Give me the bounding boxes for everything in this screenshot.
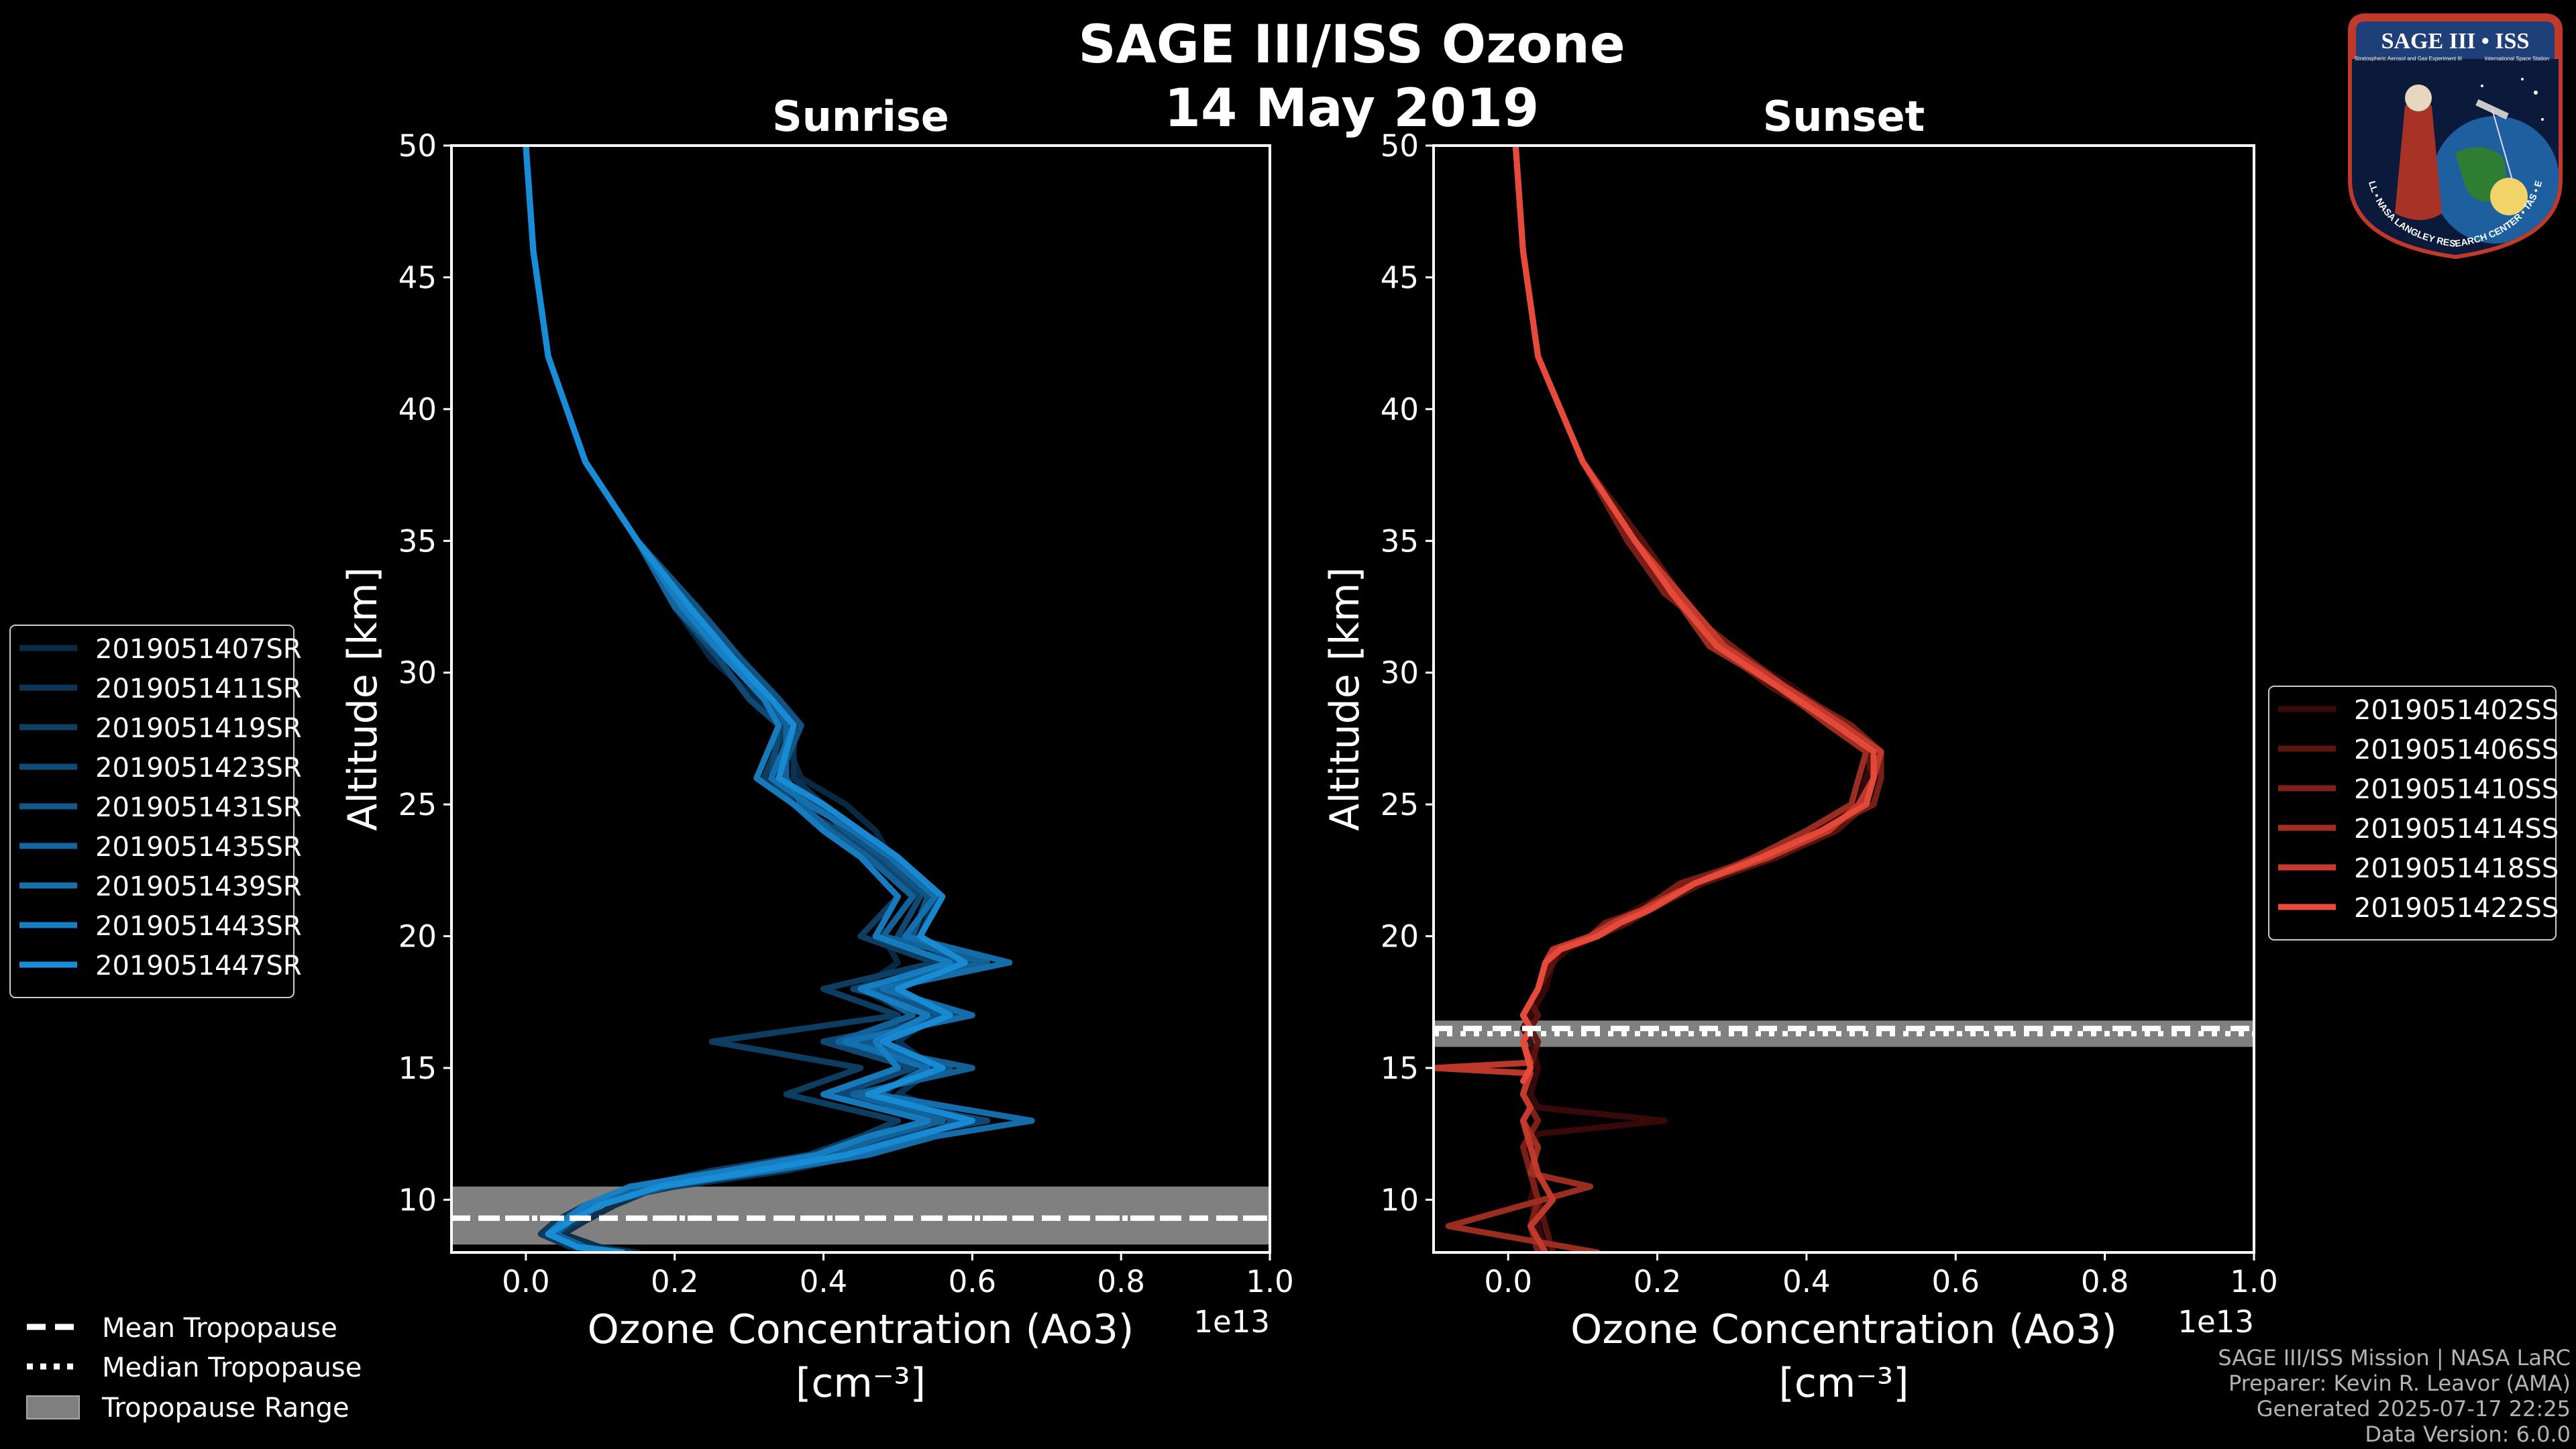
y-tick-label: 40 xyxy=(1381,392,1419,427)
y-tick-label: 35 xyxy=(1381,523,1419,559)
series-line-2019051410SS xyxy=(1512,146,1884,1252)
y-tick-label: 45 xyxy=(1381,260,1419,295)
tropopause-legend: Mean Tropopause Median Tropopause Tropopau… xyxy=(26,1313,362,1424)
x-tick-label: 0.2 xyxy=(1633,1264,1682,1299)
series-line-2019051402SS xyxy=(1512,146,1877,1252)
y-tick-label: 10 xyxy=(398,1182,437,1218)
legend-label: 2019051418SS xyxy=(2354,853,2559,884)
series-line-2019051443SR xyxy=(523,146,953,1252)
x-tick-label: 0.4 xyxy=(800,1264,848,1299)
footer-generated: Generated 2025-07-17 22:25 xyxy=(2256,1396,2571,1421)
y-tick-label: 50 xyxy=(1381,128,1419,164)
x-tick-label: 1.0 xyxy=(2230,1264,2278,1299)
legend-label: 2019051431SR xyxy=(95,792,302,823)
legend-label: 2019051411SR xyxy=(95,674,302,704)
legend-label: 2019051407SR xyxy=(95,634,302,665)
panel-title: Sunset xyxy=(1763,92,1925,141)
series-line-2019051406SS xyxy=(1512,146,1877,1252)
x-tick-label: 0.6 xyxy=(1931,1264,1980,1299)
y-axis-label: Altitude [km] xyxy=(339,567,386,831)
series-line-2019051407SR xyxy=(523,146,938,1252)
x-tick-label: 0.4 xyxy=(1782,1264,1831,1299)
legend-label: 2019051422SS xyxy=(2354,893,2559,924)
y-tick-label: 20 xyxy=(398,919,437,955)
y-tick-label: 30 xyxy=(1381,655,1419,691)
legend-label: 2019051402SS xyxy=(2354,695,2559,726)
median-tropopause-label: Median Tropopause xyxy=(102,1352,362,1383)
legend-box xyxy=(9,625,294,998)
series-line-2019051419SR xyxy=(523,146,938,1252)
x-axis-label: Ozone Concentration (Ao3) xyxy=(588,1306,1134,1353)
legend-label: 2019051439SR xyxy=(95,871,302,902)
x-axis-unit: [cm⁻³] xyxy=(796,1360,926,1407)
footer-preparer: Preparer: Kevin R. Leavor (AMA) xyxy=(2228,1371,2571,1396)
x-tick-label: 0.8 xyxy=(1097,1264,1145,1299)
y-tick-label: 45 xyxy=(398,260,437,295)
mission-patch: SAGE III • ISS Stratospheric Aerosol and… xyxy=(2341,12,2563,260)
y-tick-label: 50 xyxy=(398,128,437,164)
y-tick-label: 35 xyxy=(398,523,437,559)
y-tick-label: 15 xyxy=(398,1051,437,1086)
panel-sunrise: 10 15 20 25 30 35 40 45 50 0.0 0.2 0.4 0.6 0.8 1.0 1e13… xyxy=(339,92,1294,1407)
legend-label: 2019051435SR xyxy=(95,832,302,863)
series-line-2019051447SR xyxy=(523,146,975,1252)
x-scale-label: 1e13 xyxy=(1193,1304,1270,1340)
legend-sunrise: 2019051407SR 2019051411SR 2019051419SR 2019… xyxy=(9,625,302,998)
y-tick-label: 20 xyxy=(1381,919,1419,955)
patch-title: SAGE III • ISS xyxy=(2381,29,2530,54)
tropopause-range-swatch xyxy=(26,1395,80,1419)
x-axis-unit: [cm⁻³] xyxy=(1779,1360,1909,1407)
y-tick-label: 40 xyxy=(398,392,437,427)
panel-sunset: 10 15 20 25 30 35 40 45 50 0.0 0.2 0.4 0.6 0.8 1.0 1e13… xyxy=(1322,92,2278,1407)
legend-label: 2019051423SR xyxy=(95,753,302,784)
y-tick-label: 25 xyxy=(1381,787,1419,822)
plot-frame xyxy=(1432,144,2255,1254)
footer-mission: SAGE III/ISS Mission | NASA LaRC xyxy=(2218,1345,2571,1371)
legend-label: 2019051410SS xyxy=(2354,774,2559,805)
x-tick-label: 0.0 xyxy=(502,1264,550,1299)
y-tick-label: 30 xyxy=(398,655,437,691)
patch-side-label: International Space Station xyxy=(2485,56,2549,62)
y-tick-label: 25 xyxy=(398,787,437,822)
series-group xyxy=(523,146,1035,1252)
series-group xyxy=(1434,146,1884,1252)
x-tick-label: 0.8 xyxy=(2081,1264,2129,1299)
x-tick-label: 0.2 xyxy=(651,1264,699,1299)
legend-label: 2019051414SS xyxy=(2354,814,2559,845)
legend-label: 2019051419SR xyxy=(95,713,302,744)
y-tick-label: 15 xyxy=(1381,1051,1419,1086)
footer-data-version: Data Version: 6.0.0 xyxy=(2365,1421,2571,1447)
legend-label: 2019051447SR xyxy=(95,951,302,981)
panel-title: Sunrise xyxy=(772,92,949,141)
tropopause-range-label: Tropopause Range xyxy=(101,1393,350,1424)
mean-tropopause-label: Mean Tropopause xyxy=(102,1313,337,1344)
x-axis-label: Ozone Concentration (Ao3) xyxy=(1570,1306,2117,1353)
y-tick-label: 10 xyxy=(1381,1182,1419,1218)
x-tick-label: 1.0 xyxy=(1246,1264,1294,1299)
title-line-1: SAGE III/ISS Ozone xyxy=(1078,15,1625,75)
x-tick-label: 0.6 xyxy=(949,1264,997,1299)
legend-label: 2019051406SS xyxy=(2354,735,2559,765)
patch-subtitle: Stratospheric Aerosol and Gas Experiment… xyxy=(2355,56,2462,62)
x-scale-label: 1e13 xyxy=(2178,1304,2254,1340)
y-axis-label: Altitude [km] xyxy=(1322,567,1368,831)
plot-frame xyxy=(450,144,1271,1254)
legend-label: 2019051443SR xyxy=(95,911,302,942)
legend-sunset: 2019051402SS 2019051406SS 2019051410SS 2019… xyxy=(2268,686,2559,941)
legend-box xyxy=(2268,686,2557,941)
series-line-2019051422SS xyxy=(1512,146,1877,1085)
x-tick-label: 0.0 xyxy=(1484,1264,1532,1299)
title-line-2: 14 May 2019 xyxy=(1164,78,1540,139)
